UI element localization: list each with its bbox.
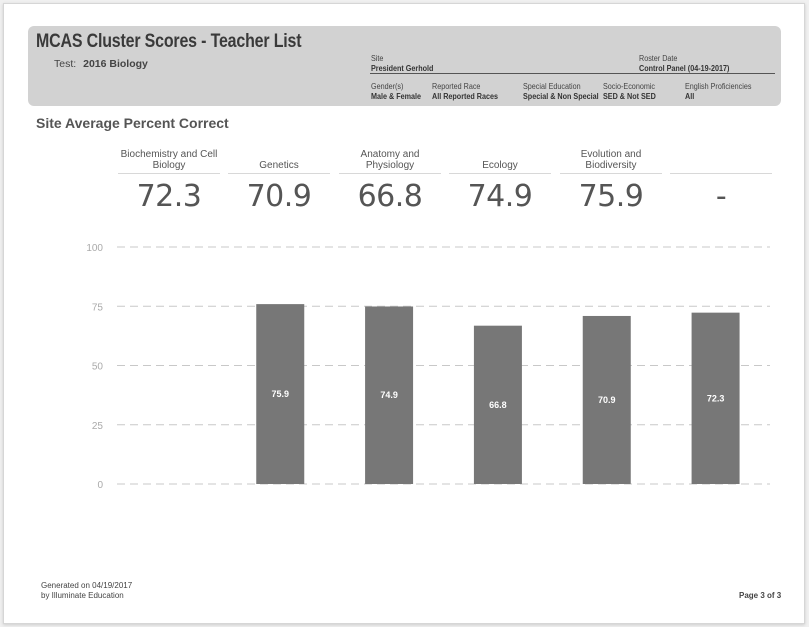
score-card-biochemistry: Biochemistry and Cell Biology 72.3 xyxy=(118,143,220,214)
filter-english-label: English Proficiencies xyxy=(685,82,752,91)
filter-sped-label: Special Education xyxy=(523,82,581,91)
filter-gender-label: Gender(s) xyxy=(371,82,404,91)
score-card-ecology: Ecology 74.9 xyxy=(449,143,551,214)
site-value: President Gerhold xyxy=(371,64,434,73)
roster-date-label: Roster Date xyxy=(639,54,678,63)
header-divider xyxy=(370,73,775,74)
cluster-score: 72.3 xyxy=(136,179,202,214)
card-divider xyxy=(449,173,551,174)
report-page: MCAS Cluster Scores - Teacher List Test:… xyxy=(3,3,805,624)
filter-socioeconomic-label: Socio-Economic xyxy=(603,82,656,91)
generated-date: Generated on 04/19/2017 xyxy=(41,581,133,590)
test-label: Test: xyxy=(54,58,77,70)
cluster-score: 70.9 xyxy=(246,179,312,214)
y-tick-label: 100 xyxy=(86,243,103,254)
card-divider xyxy=(228,173,330,174)
test-value: 2016 Biology xyxy=(83,58,148,70)
filter-race-value: All Reported Races xyxy=(432,92,499,101)
cluster-score: - xyxy=(715,179,727,214)
footer-generated: Generated on 04/19/2017 by Illuminate Ed… xyxy=(41,581,132,601)
filter-gender-value: Male & Female xyxy=(371,92,422,101)
card-divider xyxy=(560,173,662,174)
cluster-name: Anatomy and Physiology xyxy=(360,149,420,171)
bar[interactable] xyxy=(365,306,414,484)
bar[interactable] xyxy=(691,312,740,484)
card-divider xyxy=(670,173,772,174)
report-header: MCAS Cluster Scores - Teacher List Test:… xyxy=(28,26,781,106)
site-label: Site xyxy=(371,54,384,63)
roster-date-value: Control Panel (04-19-2017) xyxy=(639,64,730,73)
section-title: Site Average Percent Correct xyxy=(36,115,229,131)
cluster-score: 66.8 xyxy=(357,179,423,214)
cluster-name: Biochemistry and Cell Biology xyxy=(120,149,218,171)
bar-data-label: 74.9 xyxy=(380,390,398,400)
cluster-name: Ecology xyxy=(482,160,518,171)
filter-sped-value: Special & Non Special xyxy=(523,92,599,101)
cluster-score: 74.9 xyxy=(467,179,533,214)
card-divider xyxy=(339,173,441,174)
bar-data-label: 75.9 xyxy=(271,389,289,399)
bar[interactable] xyxy=(256,304,305,484)
y-tick-label: 0 xyxy=(97,480,103,491)
score-card-genetics: Genetics 70.9 xyxy=(228,143,330,214)
score-card-evolution: Evolution and Biodiversity 75.9 xyxy=(560,143,662,214)
y-tick-label: 50 xyxy=(92,362,104,373)
filter-english-value: All xyxy=(685,92,695,101)
bar[interactable] xyxy=(582,315,631,484)
bar-data-label: 72.3 xyxy=(707,393,725,403)
report-title: MCAS Cluster Scores - Teacher List xyxy=(36,31,302,52)
test-line: Test: 2016 Biology xyxy=(54,58,148,70)
y-tick-label: 25 xyxy=(92,421,104,432)
cluster-name: Evolution and Biodiversity xyxy=(580,149,642,171)
score-card-anatomy: Anatomy and Physiology 66.8 xyxy=(339,143,441,214)
card-divider xyxy=(118,173,220,174)
generated-by: by Illuminate Education xyxy=(41,591,124,600)
filter-race-label: Reported Race xyxy=(432,82,481,91)
bar[interactable] xyxy=(473,325,522,484)
bar-chart: 100 75 50 25 0 75.9 74.9 66.8 70.9 72.3 xyxy=(86,243,770,491)
page-number: Page 3 of 3 xyxy=(739,591,782,600)
cluster-name: Genetics xyxy=(259,160,299,171)
bar-data-label: 70.9 xyxy=(598,395,616,405)
cluster-score: 75.9 xyxy=(578,179,644,214)
filter-socioeconomic-value: SED & Not SED xyxy=(603,92,656,101)
bar-data-label: 66.8 xyxy=(489,400,507,410)
y-tick-label: 75 xyxy=(92,302,104,313)
score-card-empty: - xyxy=(670,143,772,214)
